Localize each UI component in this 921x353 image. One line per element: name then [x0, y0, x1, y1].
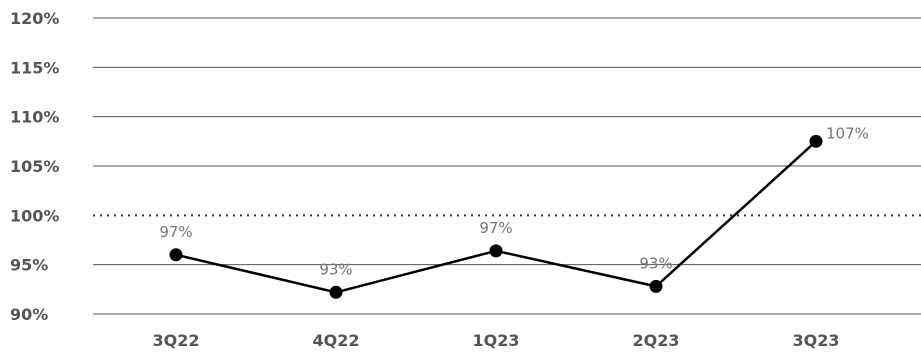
- series-line: [175, 140, 817, 294]
- data-point: [809, 134, 823, 148]
- x-tick-label: 3Q22: [153, 331, 200, 350]
- data-label: 93%: [639, 254, 672, 272]
- data-label: 107%: [826, 124, 869, 142]
- y-axis-tick-labels: 90% 95% 100% 105% 110% 115% 120%: [10, 9, 59, 324]
- y-tick-label: 115%: [10, 58, 59, 77]
- gridlines: [93, 17, 921, 315]
- y-tick-label: 90%: [10, 305, 48, 324]
- data-point: [169, 248, 183, 262]
- y-tick-label: 95%: [10, 256, 48, 275]
- data-label: 97%: [159, 223, 192, 241]
- data-label: 93%: [319, 260, 352, 278]
- x-tick-label: 4Q22: [313, 331, 360, 350]
- data-point: [489, 244, 503, 258]
- y-tick-label: 120%: [10, 9, 59, 28]
- data-label: 97%: [479, 219, 512, 237]
- x-tick-label: 1Q23: [473, 331, 520, 350]
- data-labels: 97% 93% 97% 93% 107%: [159, 124, 869, 278]
- y-tick-label: 100%: [10, 206, 59, 225]
- series-line-group: [169, 134, 823, 299]
- y-tick-label: 110%: [10, 108, 59, 127]
- x-tick-label: 3Q23: [793, 331, 840, 350]
- x-axis-tick-labels: 3Q22 4Q22 1Q23 2Q23 3Q23: [153, 331, 840, 350]
- y-tick-label: 105%: [10, 157, 59, 176]
- data-point: [649, 279, 663, 293]
- data-point: [329, 285, 343, 299]
- x-tick-label: 2Q23: [633, 331, 680, 350]
